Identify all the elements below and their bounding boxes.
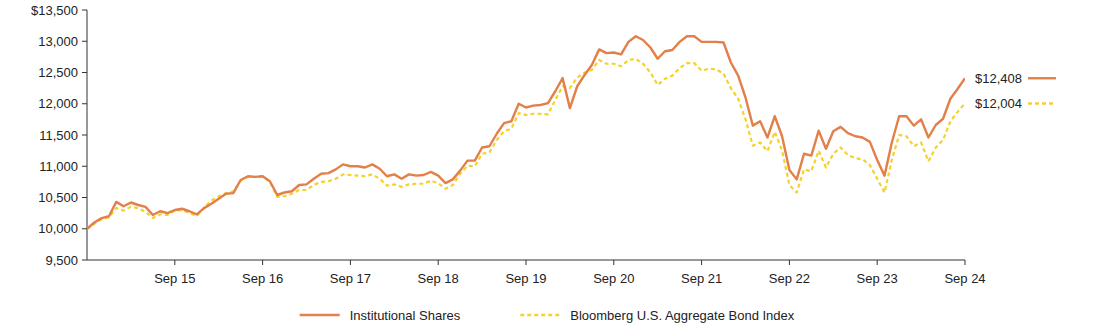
x-tick — [789, 260, 790, 265]
y-tick-label: $13,500 — [31, 3, 78, 18]
x-tick — [965, 260, 966, 265]
x-tick — [526, 260, 527, 265]
x-tick-label: Sep 16 — [242, 271, 283, 286]
series-line — [87, 36, 965, 229]
y-tick-label: 9,500 — [45, 253, 78, 268]
x-tick — [877, 260, 878, 265]
y-tick — [82, 197, 87, 198]
x-tick-label: Sep 24 — [944, 271, 985, 286]
legend-swatch — [520, 314, 560, 316]
x-tick — [613, 260, 614, 265]
x-tick-label: Sep 22 — [769, 271, 810, 286]
x-tick-label: Sep 23 — [857, 271, 898, 286]
x-tick-label: Sep 19 — [505, 271, 546, 286]
x-tick-label: Sep 17 — [330, 271, 371, 286]
y-tick-label: 13,000 — [38, 34, 78, 49]
x-tick-label: Sep 15 — [154, 271, 195, 286]
y-tick-label: 11,000 — [39, 159, 78, 174]
y-tick — [82, 135, 87, 136]
series-line — [87, 59, 965, 229]
x-tick — [701, 260, 702, 265]
y-tick — [82, 72, 87, 73]
y-tick — [82, 166, 87, 167]
end-label: $12,408 — [975, 71, 1022, 86]
end-label: $12,004 — [975, 96, 1022, 111]
plot-lines — [87, 36, 965, 229]
y-tick — [82, 41, 87, 42]
end-label-swatch — [1028, 102, 1056, 104]
y-tick-label: 11,500 — [39, 128, 78, 143]
y-tick-label: 10,000 — [38, 221, 78, 236]
legend-label: Bloomberg U.S. Aggregate Bond Index — [570, 308, 795, 323]
y-tick — [82, 103, 87, 104]
y-tick — [82, 228, 87, 229]
y-tick — [82, 260, 87, 261]
x-tick-label: Sep 20 — [593, 271, 634, 286]
x-tick — [438, 260, 439, 265]
y-tick-label: 10,500 — [38, 190, 78, 205]
chart: 9,500 10,000 10,500 11,000 11,500 12,000 12,50… — [0, 0, 1094, 327]
x-tick — [350, 260, 351, 265]
x-tick-label: Sep 21 — [681, 271, 722, 286]
legend: Institutional Shares Bloomberg U.S. Aggre… — [300, 308, 795, 323]
x-tick — [262, 260, 263, 265]
x-tick-label: Sep 18 — [418, 271, 459, 286]
y-tick-label: 12,500 — [38, 65, 78, 80]
legend-label: Institutional Shares — [350, 308, 461, 323]
legend-swatch — [300, 314, 340, 316]
y-tick — [82, 10, 87, 11]
y-tick-label: 12,000 — [38, 96, 78, 111]
x-tick — [174, 260, 175, 265]
end-label-swatch — [1028, 77, 1056, 79]
